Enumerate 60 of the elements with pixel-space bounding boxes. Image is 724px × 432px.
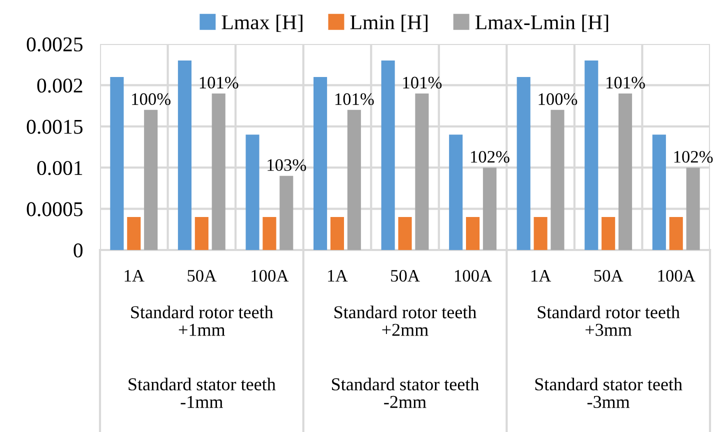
x-tick-label: 100A (455, 270, 492, 282)
y-tick-label: 0.0005 (26, 202, 83, 216)
text: Standard rotor teeth +3mm (538, 306, 680, 336)
bar (194, 217, 208, 250)
x-tick-label: 50A (391, 270, 420, 282)
bar (280, 176, 294, 250)
bar (652, 134, 666, 250)
bar (466, 217, 480, 250)
bar (330, 217, 344, 250)
bar (415, 93, 429, 250)
bar (602, 217, 616, 250)
annotation: 101% (606, 76, 645, 89)
x-tick-label: 50A (188, 270, 216, 282)
bar (127, 217, 141, 250)
annotation: 101% (403, 76, 442, 89)
bar (669, 217, 683, 250)
text: Standard rotor teeth +2mm (334, 306, 476, 336)
annotation: 103% (268, 159, 306, 171)
bar (398, 217, 412, 250)
x-tick-label: 100A (658, 270, 696, 282)
bar (314, 76, 328, 250)
bar (449, 134, 463, 250)
text: Standard stator teeth -2mm (332, 378, 479, 408)
x-tick-label: 1A (531, 270, 552, 282)
annotation: 102% (471, 150, 510, 163)
bar (534, 217, 548, 250)
text: Standard stator teeth -1mm (128, 378, 276, 408)
annotation: 100% (538, 93, 578, 106)
bar (110, 76, 124, 250)
bar (144, 110, 158, 250)
annotation: 100% (132, 93, 170, 106)
x-tick-label: 50A (594, 270, 624, 282)
bar (178, 60, 192, 250)
annotation: 102% (674, 150, 713, 163)
bar (482, 168, 496, 250)
bar (584, 60, 598, 250)
bar (550, 110, 564, 250)
bar (262, 217, 276, 250)
bar (246, 134, 260, 250)
legend-label: Lmin [H] (350, 14, 428, 32)
bar (516, 76, 530, 250)
annotation: 101% (200, 76, 238, 89)
bar (347, 110, 361, 250)
bar (212, 93, 226, 250)
legend-label: Lmax-Lmin [H] (475, 14, 608, 32)
bar (618, 93, 632, 250)
y-tick-label: 0.002 (37, 78, 82, 93)
legend-label: Lmax [H] (222, 14, 302, 32)
y-tick-label: 0.001 (37, 160, 82, 176)
x-tick-label: 1A (124, 270, 144, 282)
x-tick-label: 100A (252, 270, 289, 282)
text: Standard stator teeth -3mm (535, 378, 682, 408)
bar (686, 168, 700, 250)
y-tick-label: 0.0015 (26, 120, 83, 134)
y-tick-label: 0 (74, 243, 83, 258)
y-tick-label: 0.0025 (26, 37, 83, 52)
bar (381, 60, 395, 250)
annotation: 101% (335, 93, 374, 106)
text: Standard rotor teeth +1mm (131, 306, 274, 336)
x-tick-label: 1A (328, 270, 348, 282)
